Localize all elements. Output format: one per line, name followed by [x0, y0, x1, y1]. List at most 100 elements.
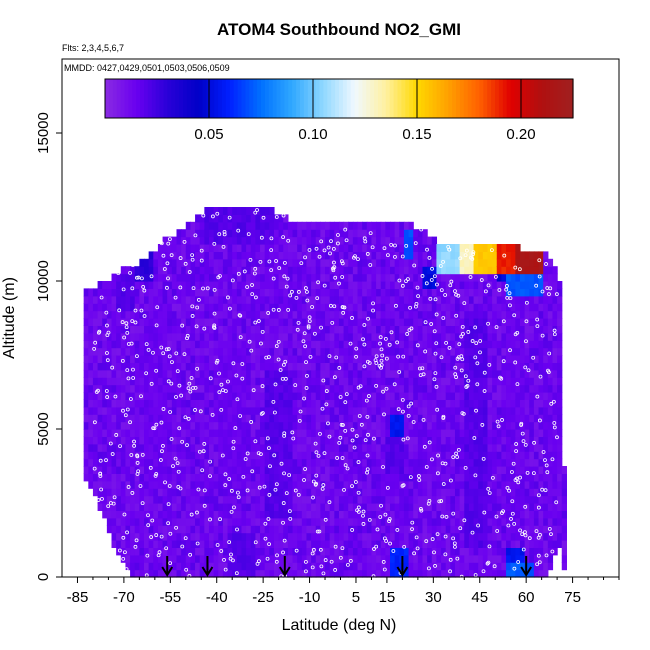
heatmap-cell	[487, 347, 493, 356]
heatmap-cell	[171, 458, 178, 467]
heatmap-cell	[441, 429, 447, 437]
heatmap-cell	[394, 325, 400, 334]
heatmap-cell	[130, 466, 136, 474]
heatmap-cell	[385, 362, 391, 371]
sample-point	[540, 333, 545, 338]
sample-point	[215, 358, 220, 363]
heatmap-cell	[185, 399, 192, 408]
heatmap-cell	[236, 421, 243, 430]
heatmap-cell	[427, 258, 433, 267]
heatmap-cell	[176, 310, 182, 319]
heatmap-cell	[529, 458, 535, 467]
heatmap-cell	[301, 347, 308, 356]
heatmap-cell	[380, 458, 386, 467]
heatmap-cell	[543, 377, 549, 386]
heatmap-cell	[557, 503, 563, 511]
heatmap-cell	[529, 554, 535, 563]
heatmap-cell	[543, 355, 549, 363]
heatmap-cell	[255, 273, 261, 282]
heatmap-cell	[246, 547, 252, 556]
heatmap-cell	[533, 554, 540, 563]
heatmap-cell	[311, 569, 317, 578]
sample-point	[437, 499, 442, 504]
heatmap-cell	[148, 562, 154, 571]
sample-point	[378, 341, 382, 346]
heatmap-cell	[422, 466, 428, 474]
heatmap-cell	[213, 288, 219, 297]
heatmap-cell	[450, 340, 456, 349]
sample-point	[479, 278, 484, 282]
heatmap-cell	[204, 510, 210, 519]
heatmap-cell	[264, 421, 270, 430]
sample-point	[161, 253, 166, 258]
heatmap-cell	[116, 384, 122, 393]
heatmap-cell	[413, 562, 419, 571]
heatmap-cell	[519, 451, 526, 460]
heatmap-cell	[111, 488, 117, 497]
sample-point	[149, 535, 154, 539]
heatmap-cell	[543, 547, 549, 556]
heatmap-cell	[510, 303, 516, 312]
heatmap-cell	[352, 258, 359, 267]
heatmap-cell	[134, 547, 140, 556]
heatmap-cell	[413, 229, 419, 238]
heatmap-cell	[487, 244, 493, 252]
heatmap-cell	[255, 384, 261, 393]
heatmap-cell	[329, 229, 335, 238]
heatmap-cell	[204, 244, 210, 252]
heatmap-cell	[408, 273, 414, 282]
heatmap-cell	[501, 303, 507, 312]
heatmap-cell	[278, 347, 284, 356]
heatmap-cell	[199, 540, 205, 548]
heatmap-cell	[260, 229, 266, 238]
heatmap-cell	[315, 303, 321, 312]
heatmap-cell	[83, 436, 89, 445]
heatmap-cell	[362, 399, 368, 408]
heatmap-cell	[538, 377, 544, 386]
heatmap-cell	[543, 466, 549, 474]
heatmap-cell	[190, 303, 196, 312]
heatmap-cell	[450, 540, 456, 548]
sample-point	[189, 376, 194, 380]
heatmap-cell	[148, 554, 154, 563]
heatmap-cell	[162, 295, 168, 304]
heatmap-cell	[213, 281, 219, 289]
heatmap-cell	[292, 421, 298, 430]
heatmap-cell	[445, 473, 451, 482]
heatmap-cell	[376, 332, 382, 341]
heatmap-cell	[543, 517, 549, 526]
heatmap-cell	[408, 569, 414, 578]
heatmap-cell	[529, 406, 535, 415]
heatmap-cell	[529, 347, 535, 356]
heatmap-cell	[301, 236, 308, 245]
heatmap-cell	[97, 458, 103, 467]
heatmap-cell	[524, 436, 530, 445]
heatmap-cell	[255, 355, 261, 363]
heatmap-cell	[557, 303, 563, 312]
heatmap-cell	[283, 273, 289, 282]
heatmap-cell	[390, 332, 396, 341]
heatmap-cell	[459, 362, 465, 371]
heatmap-cell	[348, 503, 354, 511]
heatmap-cell	[427, 399, 433, 408]
heatmap-cell	[111, 532, 117, 541]
heatmap-cell	[301, 503, 308, 511]
heatmap-cell	[148, 488, 154, 497]
heatmap-cell	[195, 414, 201, 423]
heatmap-cell	[371, 266, 377, 275]
heatmap-cell	[519, 569, 526, 578]
heatmap-cell	[157, 436, 164, 445]
heatmap-cell	[338, 406, 345, 415]
sample-point	[260, 329, 265, 334]
heatmap-cell	[473, 310, 479, 319]
heatmap-cell	[325, 318, 331, 326]
heatmap-cell	[218, 303, 224, 312]
heatmap-cell	[218, 540, 224, 548]
sample-point	[552, 425, 557, 430]
heatmap-cell	[292, 554, 298, 563]
heatmap-cell	[297, 554, 303, 563]
heatmap-cell	[362, 251, 368, 260]
heatmap-cell	[287, 540, 294, 548]
heatmap-cell	[343, 488, 349, 497]
heatmap-cell	[371, 488, 377, 497]
